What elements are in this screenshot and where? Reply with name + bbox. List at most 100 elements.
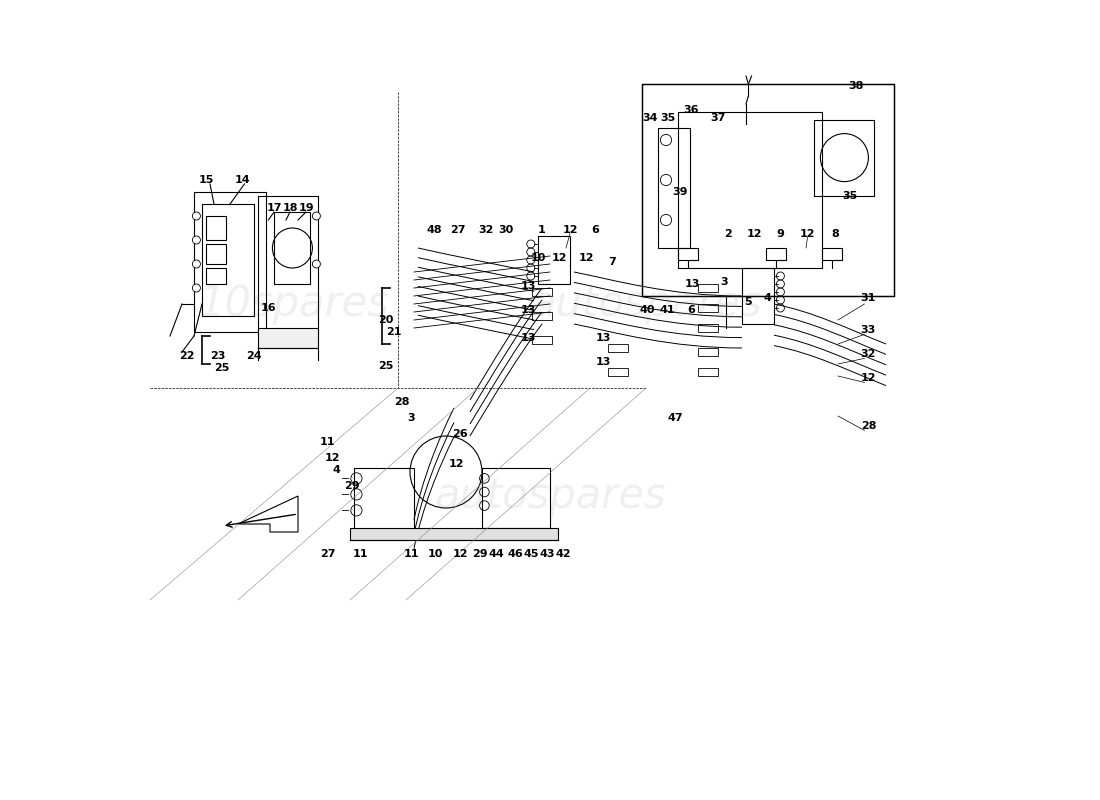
Bar xyxy=(658,128,690,248)
Bar xyxy=(642,84,894,296)
Text: 12: 12 xyxy=(449,459,464,469)
Text: 28: 28 xyxy=(394,398,409,407)
Text: 38: 38 xyxy=(849,82,865,91)
Text: 4: 4 xyxy=(332,466,340,475)
Text: 21: 21 xyxy=(386,327,402,337)
Text: 37: 37 xyxy=(711,114,726,123)
Text: 43: 43 xyxy=(540,549,556,558)
Text: 25: 25 xyxy=(214,363,230,373)
Text: 29: 29 xyxy=(472,549,487,558)
Text: 2: 2 xyxy=(724,229,732,238)
Text: 16: 16 xyxy=(261,303,276,313)
Text: 11: 11 xyxy=(353,549,369,558)
Text: 13: 13 xyxy=(596,333,612,342)
Circle shape xyxy=(192,284,200,292)
Text: 12: 12 xyxy=(324,453,340,462)
Text: 3: 3 xyxy=(720,277,728,286)
Text: 35: 35 xyxy=(843,191,858,201)
Text: 42: 42 xyxy=(556,549,571,558)
Bar xyxy=(822,248,842,260)
Bar xyxy=(698,304,718,312)
Bar xyxy=(194,192,266,332)
Text: 25: 25 xyxy=(378,362,394,371)
Text: 12: 12 xyxy=(746,229,761,238)
Text: 12: 12 xyxy=(860,374,876,383)
Text: 9: 9 xyxy=(777,229,784,238)
Circle shape xyxy=(192,212,200,220)
Bar xyxy=(698,284,718,292)
Text: 48: 48 xyxy=(426,226,442,235)
Text: 27: 27 xyxy=(320,549,336,558)
Text: 11: 11 xyxy=(404,549,419,558)
Bar xyxy=(206,268,225,284)
Text: 7: 7 xyxy=(608,257,616,266)
Text: autospares: autospares xyxy=(530,283,762,325)
Text: 12: 12 xyxy=(562,226,578,235)
Text: 11: 11 xyxy=(320,437,336,446)
Circle shape xyxy=(192,236,200,244)
Bar xyxy=(538,236,570,284)
Bar xyxy=(678,248,698,260)
Text: 31: 31 xyxy=(860,293,876,302)
Text: 32: 32 xyxy=(860,350,876,359)
Circle shape xyxy=(312,212,320,220)
Text: 41: 41 xyxy=(660,306,675,315)
Text: 28: 28 xyxy=(860,422,876,431)
Text: 30: 30 xyxy=(498,226,514,235)
Text: 20: 20 xyxy=(378,315,394,325)
Text: 47: 47 xyxy=(668,414,683,423)
Text: 36: 36 xyxy=(683,106,698,115)
Text: autospares: autospares xyxy=(434,475,666,517)
Circle shape xyxy=(312,260,320,268)
Text: 19: 19 xyxy=(298,203,314,213)
Bar xyxy=(698,348,718,356)
Text: 34: 34 xyxy=(642,114,658,123)
Text: 17: 17 xyxy=(266,203,282,213)
Text: 44: 44 xyxy=(488,549,504,558)
Text: 14: 14 xyxy=(234,175,250,185)
Text: 32: 32 xyxy=(478,226,494,235)
Text: 18: 18 xyxy=(283,203,298,213)
Text: 13: 13 xyxy=(684,279,700,289)
Text: 39: 39 xyxy=(672,187,689,197)
Bar xyxy=(532,288,552,296)
Text: 12: 12 xyxy=(579,253,594,262)
Polygon shape xyxy=(238,496,298,532)
Text: 3: 3 xyxy=(408,414,416,423)
Text: 1: 1 xyxy=(538,226,546,235)
Text: 45: 45 xyxy=(524,549,539,558)
Bar xyxy=(532,336,552,344)
Text: 10spares: 10spares xyxy=(199,283,389,325)
Text: 23: 23 xyxy=(210,351,225,361)
Bar xyxy=(354,468,414,536)
Text: 13: 13 xyxy=(596,357,612,366)
Text: 12: 12 xyxy=(453,549,469,558)
Bar xyxy=(698,324,718,332)
Circle shape xyxy=(192,260,200,268)
Bar xyxy=(206,244,225,264)
Bar xyxy=(698,368,718,376)
Text: 22: 22 xyxy=(179,351,195,361)
Text: 29: 29 xyxy=(344,481,360,490)
Text: 26: 26 xyxy=(452,430,468,439)
Text: 13: 13 xyxy=(520,333,536,342)
Text: 13: 13 xyxy=(520,282,536,291)
Text: 40: 40 xyxy=(640,306,656,315)
Text: 6: 6 xyxy=(686,306,695,315)
Text: 12: 12 xyxy=(800,229,815,238)
Bar xyxy=(274,212,310,284)
Bar xyxy=(206,216,225,240)
Text: 10: 10 xyxy=(428,549,443,558)
Text: 27: 27 xyxy=(450,226,465,235)
Bar xyxy=(202,204,254,316)
Bar xyxy=(742,268,774,324)
Bar xyxy=(608,368,628,376)
Text: 4: 4 xyxy=(763,294,771,303)
Bar xyxy=(678,112,822,268)
Bar xyxy=(766,248,786,260)
Text: 24: 24 xyxy=(246,351,262,361)
Text: 15: 15 xyxy=(198,175,213,185)
Bar xyxy=(608,344,628,352)
Text: 46: 46 xyxy=(508,549,524,558)
Bar xyxy=(258,196,318,332)
